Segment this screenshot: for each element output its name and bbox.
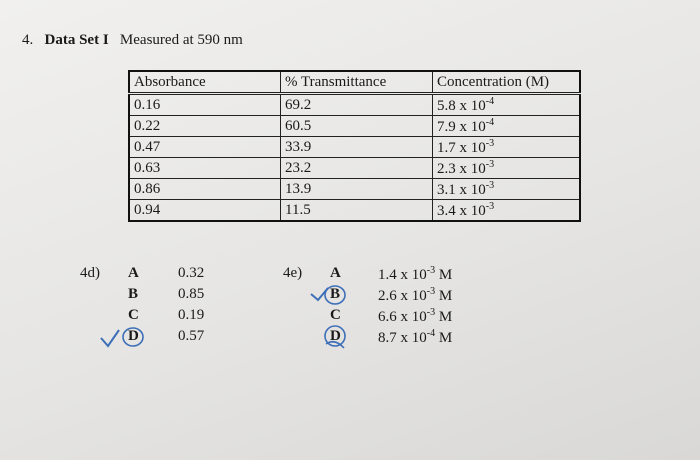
column-header: Absorbance: [128, 70, 281, 95]
scribble: [325, 340, 345, 349]
mantissa: 8.7 x 10: [378, 330, 427, 346]
exponent: -4: [426, 328, 436, 339]
check-mark: [100, 329, 120, 348]
table-row: 0.47 33.9 1.7 x 10-3: [128, 136, 581, 158]
option-letter: D: [330, 328, 341, 344]
heading: 4. Data Set I Measured at 590 nm: [22, 32, 243, 49]
option-value: 1.4 x 10-3 M: [378, 265, 452, 284]
option-letter: A: [330, 265, 341, 281]
exponent: -4: [485, 116, 495, 128]
option-value: 2.6 x 10-3 M: [378, 286, 452, 305]
heading-number: 4.: [22, 32, 34, 48]
option-value: 0.32: [178, 265, 205, 281]
unit: M: [438, 288, 453, 304]
exponent: -3: [485, 137, 495, 149]
question-label: 4e): [283, 265, 303, 281]
answer-circle: [122, 327, 144, 347]
column-header: Concentration (M): [432, 70, 581, 95]
mantissa: 2.6 x 10: [378, 288, 427, 304]
unit: M: [438, 330, 453, 346]
option-value: 0.85: [178, 286, 205, 302]
header-row: Absorbance% Transmittance Concentration (…: [128, 70, 581, 95]
cell: 2.3 x 10-3: [432, 157, 581, 179]
table-row: 0.86 13.9 3.1 x 10-3: [128, 178, 581, 200]
option-letter: B: [128, 286, 139, 302]
question-label: 4d): [80, 265, 100, 281]
cell: 0.86: [128, 178, 281, 200]
table-row: 0.16 69.2 5.8 x 10-4: [128, 93, 581, 116]
heading-label: Data Set I: [44, 32, 109, 48]
mantissa: 1.4 x 10: [378, 267, 427, 283]
mantissa: 2.3 x 10: [437, 160, 486, 177]
cell: 3.1 x 10-3: [432, 178, 581, 200]
exponent: -3: [485, 158, 495, 170]
option-letter: C: [330, 307, 341, 323]
exponent: -3: [426, 265, 436, 276]
table-row: 0.22 60.5 7.9 x 10-4: [128, 115, 581, 137]
option-letter: B: [330, 286, 341, 302]
cell: 33.9: [280, 136, 433, 158]
option-value: 6.6 x 10-3 M: [378, 307, 452, 326]
option-letter: C: [128, 307, 139, 323]
mantissa: 3.1 x 10: [437, 181, 486, 198]
answer-circle: [324, 325, 346, 347]
column-header: % Transmittance: [280, 70, 433, 95]
option-letter: D: [128, 328, 139, 344]
exponent: -3: [426, 307, 436, 318]
mantissa: 6.6 x 10: [378, 309, 427, 325]
exponent: -4: [485, 95, 495, 107]
mantissa: 1.7 x 10: [437, 139, 486, 156]
option-value: 0.19: [178, 307, 205, 323]
mantissa: 5.8 x 10: [437, 97, 486, 114]
unit: M: [438, 267, 453, 283]
cell: 11.5: [280, 199, 433, 222]
exponent: -3: [426, 286, 436, 297]
heading-text: Measured at 590 nm: [119, 32, 243, 48]
cell: 3.4 x 10-3: [432, 199, 581, 222]
cell: 0.16: [128, 93, 281, 116]
check-mark: [310, 287, 329, 302]
data-table: Absorbance% Transmittance Concentration (…: [128, 70, 581, 222]
option-value: 0.57: [178, 328, 205, 344]
option-value: 8.7 x 10-4 M: [378, 328, 452, 347]
answer-circle: [324, 285, 346, 305]
table-row: 0.94 11.5 3.4 x 10-3: [128, 199, 581, 222]
mantissa: 3.4 x 10: [437, 202, 486, 219]
cell: 13.9: [280, 178, 433, 200]
table-row: 0.63 23.2 2.3 x 10-3: [128, 157, 581, 179]
exponent: -3: [485, 179, 495, 191]
unit: M: [438, 309, 453, 325]
exponent: -3: [485, 200, 495, 212]
cell: 0.94: [128, 199, 281, 222]
mantissa: 7.9 x 10: [437, 118, 486, 135]
option-letter: A: [128, 265, 139, 281]
